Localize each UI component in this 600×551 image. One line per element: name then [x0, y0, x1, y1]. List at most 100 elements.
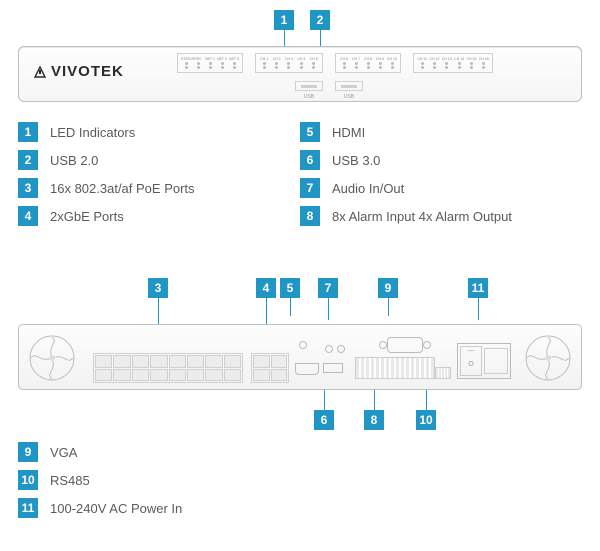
legend-row: 42xGbE Ports — [18, 206, 300, 226]
callout-chip: 1 — [274, 10, 294, 30]
legend-number: 7 — [300, 178, 320, 198]
poe-ports — [93, 353, 243, 383]
led-dot — [263, 62, 266, 65]
rj45-port — [132, 355, 149, 368]
rj45-port — [205, 355, 222, 368]
legend-label: RS485 — [50, 473, 90, 488]
fan-vent-left — [29, 335, 75, 381]
led-label: CH 4 — [296, 57, 306, 61]
led-dot — [379, 66, 382, 69]
led-dot — [445, 62, 448, 65]
callout-chip: 3 — [148, 278, 168, 298]
vga-port — [387, 337, 423, 353]
brand-mark-icon — [33, 65, 47, 79]
rj45-port — [113, 369, 130, 382]
legend-top: 1LED Indicators2USB 2.0316x 802.3at/af P… — [18, 122, 582, 234]
legend-number: 3 — [18, 178, 38, 198]
led-dot — [221, 66, 224, 69]
callout-lead — [478, 298, 479, 320]
callout-lead — [374, 390, 375, 410]
led-label: CH 5 — [309, 57, 319, 61]
legend-row: 10RS485 — [18, 470, 300, 490]
rj45-port — [187, 369, 204, 382]
led-dot — [391, 62, 394, 65]
usb-label: USB — [295, 94, 323, 100]
legend-row: 7 Audio In/Out — [300, 178, 582, 198]
rj45-port — [224, 355, 241, 368]
legend-bottom: 9 VGA 10RS485 11 100-240V AC Power In — [18, 442, 582, 526]
rj45-port — [253, 369, 270, 382]
ac-inlet — [484, 348, 508, 374]
led-dot — [470, 66, 473, 69]
led-label: CH 6 — [339, 57, 349, 61]
legend-label: Audio In/Out — [332, 181, 404, 196]
legend-label: 100-240V AC Power In — [50, 501, 182, 516]
power-switch: —O — [460, 346, 482, 376]
rear-top-callouts: 3457911 — [18, 278, 582, 318]
led-dot — [458, 66, 461, 69]
led-dot — [221, 62, 224, 65]
led-label: CH 1 — [259, 57, 269, 61]
led-label: REC — [193, 57, 203, 61]
usb-slot — [335, 81, 363, 91]
hdmi-port — [295, 363, 319, 375]
rj45-port — [253, 355, 270, 368]
led-dot — [209, 62, 212, 65]
rj45-port — [150, 355, 167, 368]
led-dot — [343, 66, 346, 69]
led-label: CH 8 — [363, 57, 373, 61]
callout-lead — [426, 390, 427, 410]
rj45-port — [169, 355, 186, 368]
led-group: CH 1CH 2CH 3CH 4CH 5 — [255, 53, 323, 73]
rj45-port — [95, 369, 112, 382]
legend-row: 1LED Indicators — [18, 122, 300, 142]
power-module: —O — [457, 343, 511, 379]
led-label: NET 1 — [205, 57, 215, 61]
led-dot — [300, 66, 303, 69]
legend-number: 8 — [300, 206, 320, 226]
led-dot — [421, 62, 424, 65]
led-dot — [458, 62, 461, 65]
led-dot — [379, 62, 382, 65]
led-dot — [312, 66, 315, 69]
rj45-port — [205, 369, 222, 382]
rj45-port — [271, 355, 288, 368]
led-dot — [185, 62, 188, 65]
led-dot — [233, 62, 236, 65]
led-dot — [233, 66, 236, 69]
led-dot — [197, 66, 200, 69]
callout-lead — [388, 298, 389, 316]
legend-number: 5 — [300, 122, 320, 142]
led-label: CH 10 — [387, 57, 397, 61]
callout-lead — [290, 298, 291, 316]
usb3-port — [323, 363, 343, 373]
legend-number: 11 — [18, 498, 38, 518]
callout-chip: 9 — [378, 278, 398, 298]
led-dot — [287, 66, 290, 69]
rj45-port — [95, 355, 112, 368]
legend-number: 6 — [300, 150, 320, 170]
legend-number: 9 — [18, 442, 38, 462]
led-dot — [433, 66, 436, 69]
led-label: STATUS — [181, 57, 191, 61]
led-dot — [312, 62, 315, 65]
gbe-ports — [251, 353, 289, 383]
rs485-terminal — [435, 367, 451, 379]
led-label: CH 15 — [466, 57, 476, 61]
rj45-port — [271, 369, 288, 382]
rear-bottom-callouts: 6810 — [18, 390, 582, 438]
led-label: CH 3 — [284, 57, 294, 61]
led-dot — [445, 66, 448, 69]
rj45-port — [132, 369, 149, 382]
legend-row: 9 VGA — [18, 442, 300, 462]
led-label: CH 7 — [351, 57, 361, 61]
callout-lead — [324, 390, 325, 410]
led-dot — [263, 66, 266, 69]
legend-label: HDMI — [332, 125, 365, 140]
front-callouts: 12 — [18, 10, 582, 46]
legend-label: VGA — [50, 445, 77, 460]
led-label: CH 11 — [417, 57, 427, 61]
led-dot — [209, 66, 212, 69]
led-dot — [421, 66, 424, 69]
led-dot — [367, 62, 370, 65]
